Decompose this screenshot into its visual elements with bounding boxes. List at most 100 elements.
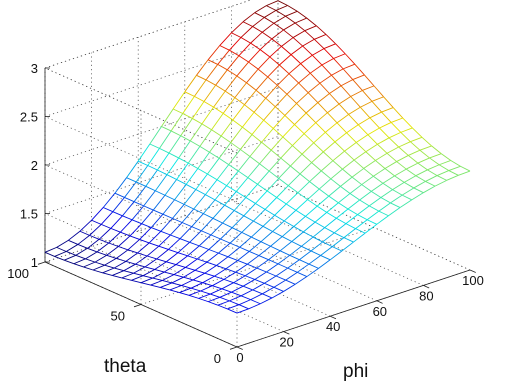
mesh-segment-phi [66, 244, 79, 252]
mesh-segment-theta [285, 15, 296, 24]
mesh-segment-theta [219, 45, 230, 51]
mesh-segment-theta [316, 25, 327, 35]
mesh-segment-phi [365, 143, 378, 153]
mesh-segment-theta [205, 79, 216, 86]
z-tick-label: 3 [31, 61, 38, 76]
mesh-segment-theta [396, 161, 407, 170]
mesh-segment-phi [277, 73, 290, 86]
mesh-segment-phi [242, 111, 255, 128]
mesh-segment-theta [346, 132, 357, 143]
mesh-segment-phi [256, 259, 269, 269]
mesh-segment-theta [250, 42, 261, 50]
mesh-segment-theta [272, 128, 284, 138]
mesh-segment-phi [458, 170, 471, 176]
mesh-segment-theta [290, 165, 301, 175]
mesh-segment-phi [250, 293, 263, 301]
mesh-segment-theta [187, 255, 198, 260]
mesh-segment-theta [64, 259, 74, 265]
mesh-segment-theta [168, 152, 179, 159]
mesh-segment-theta [260, 241, 271, 247]
mesh-segment-phi [344, 142, 357, 152]
mesh-segment-phi [215, 69, 228, 86]
mesh-segment-theta [314, 38, 325, 49]
mesh-segment-theta [240, 37, 251, 44]
mesh-segment-theta [384, 168, 395, 177]
mesh-segment-phi [225, 260, 238, 270]
mesh-segment-phi [333, 53, 346, 59]
mesh-segment-phi [328, 186, 341, 197]
mesh-segment-phi [271, 29, 284, 40]
mesh-segment-phi [406, 162, 419, 170]
mesh-segment-theta [309, 72, 321, 84]
mesh-segment-theta [197, 168, 208, 175]
mesh-segment-phi [143, 190, 156, 207]
mesh-segment-theta [210, 293, 220, 298]
x-tick-mark [330, 315, 337, 320]
mesh-segment-phi [229, 295, 242, 302]
mesh-segment-phi [239, 134, 253, 150]
mesh-segment-theta [172, 108, 183, 114]
mesh-segment-phi [417, 157, 430, 164]
mesh-segment-theta [296, 10, 308, 19]
mesh-segment-phi [114, 260, 127, 269]
mesh-segment-phi [56, 239, 69, 248]
mesh-segment-theta [383, 96, 394, 108]
mesh-segment-phi [396, 155, 409, 162]
mesh-segment-phi [349, 184, 362, 194]
mesh-segment-phi [185, 258, 198, 268]
mesh-segment-theta [427, 169, 438, 176]
mesh-segment-phi [280, 145, 293, 159]
mesh-segment-phi [262, 286, 275, 295]
mesh-segment-theta [238, 304, 249, 310]
mesh-segment-theta [334, 141, 345, 152]
mesh-segment-phi [364, 223, 378, 234]
mesh-segment-theta [226, 185, 237, 192]
mesh-segment-theta [140, 282, 151, 286]
mesh-segment-phi [235, 177, 249, 192]
mesh-segment-phi [198, 234, 212, 247]
mesh-segment-phi [258, 245, 271, 256]
mesh-segment-theta [192, 118, 203, 125]
mesh-segment-phi [244, 267, 258, 277]
mesh-segment-phi [371, 96, 384, 102]
mesh-segment-theta [357, 124, 369, 136]
mesh-segment-theta [392, 189, 403, 196]
mesh-segment-theta [361, 184, 372, 192]
mesh-segment-theta [266, 190, 277, 198]
mesh-segment-phi [305, 205, 318, 217]
mesh-segment-theta [153, 209, 164, 215]
mesh-segment-phi [380, 189, 393, 198]
mesh-segment-theta [294, 22, 306, 32]
mesh-segment-theta [135, 263, 146, 268]
mesh-segment-phi [166, 252, 179, 263]
mesh-segment-theta [326, 212, 337, 219]
mesh-segment-theta [68, 239, 79, 245]
mesh-segment-theta [158, 245, 169, 250]
mesh-segment-phi [227, 304, 240, 310]
mesh-segment-phi [398, 141, 411, 148]
axes-box [37, 67, 476, 350]
mesh-segment-phi [198, 293, 211, 299]
mesh-segment-phi [251, 225, 264, 238]
mesh-segment-phi [394, 168, 407, 177]
mesh-segment-phi [209, 135, 222, 153]
mesh-segment-theta [382, 182, 393, 191]
mesh-segment-theta [292, 37, 303, 47]
mesh-segment-phi [320, 246, 333, 256]
mesh-segment-phi [68, 230, 81, 241]
mesh-segment-theta [234, 97, 245, 106]
mesh-segment-theta [287, 267, 298, 273]
mesh-segment-theta [301, 153, 312, 163]
mesh-segment-phi [216, 164, 230, 181]
mesh-segment-theta [208, 249, 219, 254]
mesh-segment-theta [209, 151, 220, 159]
mesh-segment-theta [257, 183, 268, 192]
mesh-segment-phi [212, 278, 225, 287]
mesh-segment-theta [145, 185, 156, 192]
mesh-segment-phi [219, 32, 232, 46]
mesh-segment-theta [259, 163, 270, 172]
mesh-segment-theta [255, 203, 266, 210]
mesh-segment-theta [364, 74, 375, 87]
mesh-segment-phi [131, 205, 145, 221]
